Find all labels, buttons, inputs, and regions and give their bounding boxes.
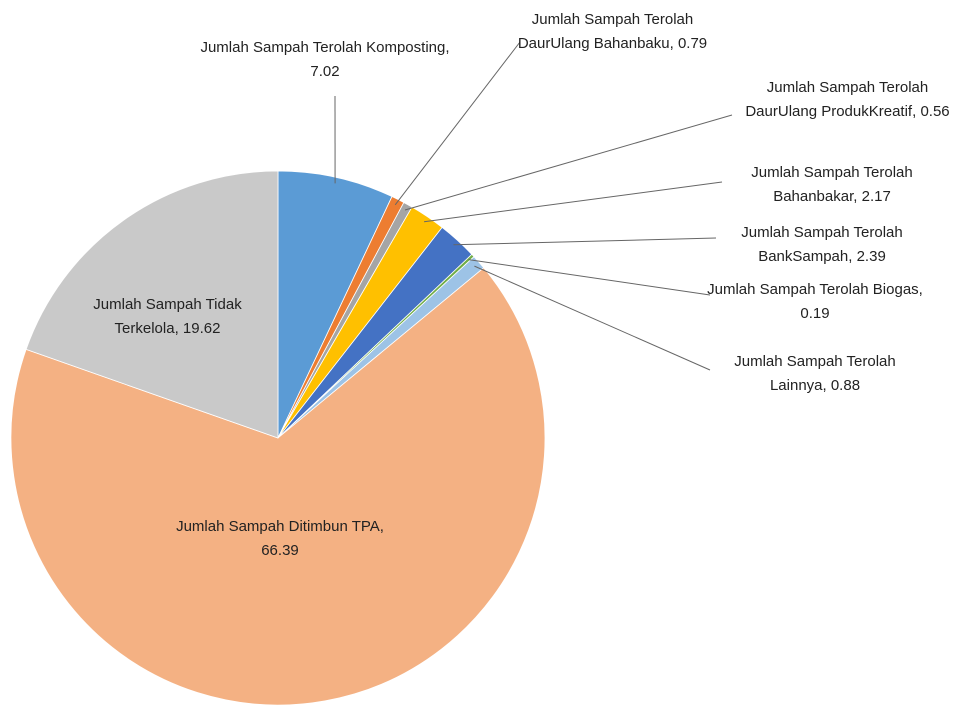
slice-value: 0.79 [677,35,708,52]
slice-value: 66.39 [261,542,299,559]
slice-category: Jumlah Sampah Terolah Biogas [707,281,919,298]
slice-label: Jumlah Sampah Terolah Lainnya, 0.88 [705,350,925,398]
slice-value: 2.17 [861,188,891,205]
slice-label: Jumlah Sampah Terolah BankSampah, 2.39 [712,221,932,269]
leader-line [474,265,711,371]
slice-label: Jumlah Sampah Terolah Biogas, 0.19 [705,278,925,326]
slice-value: 0.88 [830,377,861,394]
label-separator: , [918,281,923,298]
slice-category: Jumlah Sampah Terolah DaurUlang ProdukKr… [745,79,929,120]
label-separator: , [822,377,831,394]
pie-slice [277,170,393,439]
label-separator: , [445,39,450,56]
leader-line [468,259,711,296]
label-separator: , [379,518,384,535]
slice-category: Jumlah Sampah Terolah Bahanbakar [751,164,913,205]
slice-label: Jumlah Sampah Terolah Komposting, 7.02 [200,36,450,84]
label-separator: , [853,188,862,205]
slice-category: Jumlah Sampah Terolah Lainnya [734,353,896,394]
slice-label: Jumlah Sampah Terolah DaurUlang Bahanbak… [515,8,710,56]
slice-category: Jumlah Sampah Ditimbun TPA [176,518,380,535]
slice-value: 0.19 [800,305,830,322]
slice-category: Jumlah Sampah Terolah Komposting [200,39,446,56]
label-separator: , [912,103,921,120]
slice-value: 0.56 [920,103,950,120]
slice-label: Jumlah Sampah Terolah Bahanbakar, 2.17 [722,161,942,209]
slice-label: Jumlah Sampah Ditimbun TPA, 66.39 [160,515,400,563]
leader-line [424,181,723,223]
slice-category: Jumlah Sampah Terolah DaurUlang Bahanbak… [517,11,694,52]
leader-line [404,114,733,211]
slice-value: 19.62 [182,320,221,337]
label-separator: , [174,320,183,337]
slice-label: Jumlah Sampah Terolah DaurUlang ProdukKr… [735,76,960,124]
slice-value: 2.39 [856,248,886,265]
slice-category: Jumlah Sampah Tidak Terkelola [93,296,242,337]
slice-category: Jumlah Sampah Terolah BankSampah [741,224,903,265]
leader-line [394,41,521,206]
slice-value: 7.02 [310,63,340,80]
slice-label: Jumlah Sampah Tidak Terkelola, 19.62 [60,293,275,341]
label-separator: , [669,35,678,52]
leader-line [453,237,717,246]
label-separator: , [848,248,857,265]
pie-slice [25,170,279,439]
pie-slice [10,267,546,706]
